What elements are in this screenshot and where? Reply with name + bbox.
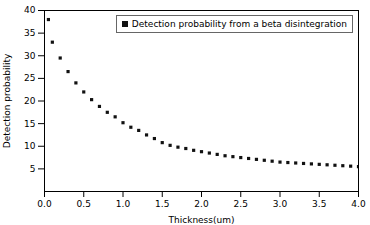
svg-text:1.0: 1.0 [116, 199, 131, 209]
html-text:Detection probability from a b: Detection probability from a beta disint… [131, 19, 347, 29]
svg-text:20: 20 [24, 96, 36, 106]
svg-text:2.5: 2.5 [234, 199, 248, 209]
svg-text:3.5: 3.5 [312, 199, 326, 209]
svg-text:35: 35 [24, 28, 35, 38]
svg-text:30: 30 [24, 51, 36, 61]
svg-text:40: 40 [24, 5, 36, 15]
svg-text:Detection probability: Detection probability [2, 53, 12, 148]
svg-text:1.5: 1.5 [155, 199, 169, 209]
svg-text:15: 15 [24, 119, 35, 129]
svg-text:0.5: 0.5 [77, 199, 91, 209]
svg-text:10: 10 [24, 141, 36, 151]
svg-text:25: 25 [24, 73, 35, 83]
svg-text:2.0: 2.0 [194, 199, 209, 209]
svg-text:5: 5 [30, 164, 36, 174]
svg-text:3.0: 3.0 [273, 199, 288, 209]
svg-text:Thickness(um): Thickness(um) [168, 215, 235, 225]
svg-text:4.0: 4.0 [351, 199, 366, 209]
svg-text:0.0: 0.0 [37, 199, 52, 209]
